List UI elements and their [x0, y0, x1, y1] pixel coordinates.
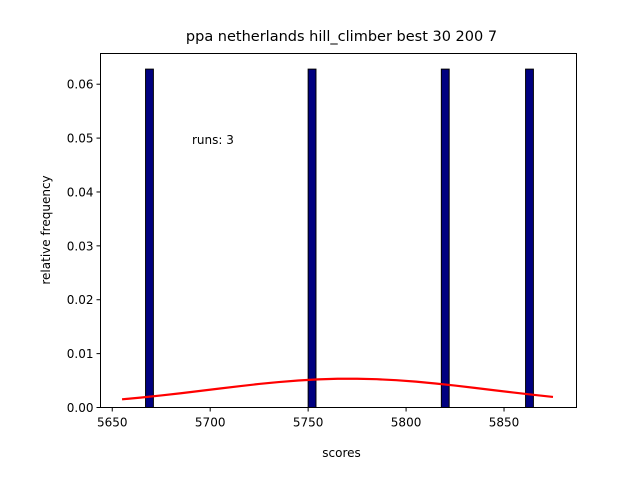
y-tick-label: 0.06	[67, 78, 94, 92]
plot-frame	[100, 53, 577, 408]
bar-1	[145, 68, 154, 408]
x-tick-label: 5700	[195, 416, 226, 430]
bar-3	[440, 68, 450, 408]
fit-curve	[121, 377, 554, 401]
y-axis-ticks: 0.00 0.01 0.02 0.03 0.04 0.05 0.06	[67, 78, 101, 415]
y-tick-label: 0.03	[67, 239, 94, 253]
bar-2	[307, 68, 317, 408]
y-tick-label: 0.02	[67, 293, 94, 307]
runs-annotation: runs: 3	[192, 133, 234, 147]
bar-4	[525, 68, 534, 408]
x-tick-label: 5850	[489, 416, 520, 430]
x-axis-label: scores	[322, 446, 361, 460]
y-tick-label: 0.00	[67, 401, 94, 415]
x-tick-label: 5800	[391, 416, 422, 430]
y-axis-label: relative frequency	[39, 175, 53, 284]
y-tick-label: 0.01	[67, 347, 94, 361]
chart-title: ppa netherlands hill_climber best 30 200…	[186, 29, 497, 45]
x-tick-label: 5750	[293, 416, 324, 430]
y-tick-label: 0.04	[67, 185, 94, 199]
y-tick-label: 0.05	[67, 132, 94, 146]
x-tick-label: 5650	[97, 416, 128, 430]
x-axis-ticks: 5650 5700 5750 5800 5850	[97, 407, 520, 430]
